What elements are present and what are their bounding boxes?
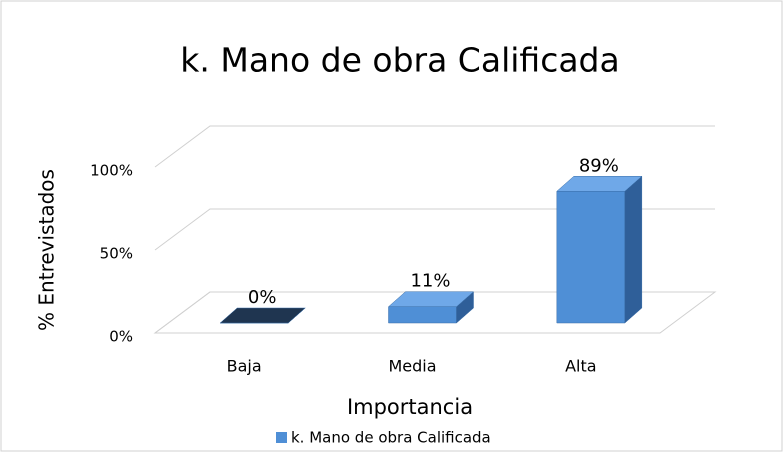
data-label: 0% [248, 287, 277, 308]
data-label: 89% [579, 155, 619, 176]
x-axis-label: Importancia [347, 395, 473, 419]
bar [219, 307, 306, 324]
data-label: 11% [410, 271, 450, 292]
grid-line [154, 291, 715, 334]
bar-top [556, 176, 643, 192]
bar-top [387, 291, 475, 307]
x-tick-label: Media [388, 357, 436, 376]
bar-front [556, 191, 626, 324]
y-tick-label: 50% [100, 245, 133, 263]
grid-line [154, 125, 715, 168]
bar-side [624, 175, 643, 324]
legend-label: k. Mano de obra Calificada [291, 429, 491, 447]
legend-swatch [276, 432, 287, 443]
bar [387, 291, 475, 324]
y-tick-label: 100% [90, 162, 133, 180]
x-tick-label: Alta [565, 357, 596, 376]
chart-title: k. Mano de obra Calificada [180, 41, 619, 80]
bar [556, 175, 643, 324]
x-tick-label: Baja [227, 357, 262, 376]
bar-top [219, 307, 306, 324]
grid-line [154, 208, 715, 251]
bar-front [388, 306, 457, 324]
y-tick-label: 0% [109, 328, 133, 346]
y-axis-label: % Entrevistados [35, 169, 59, 331]
